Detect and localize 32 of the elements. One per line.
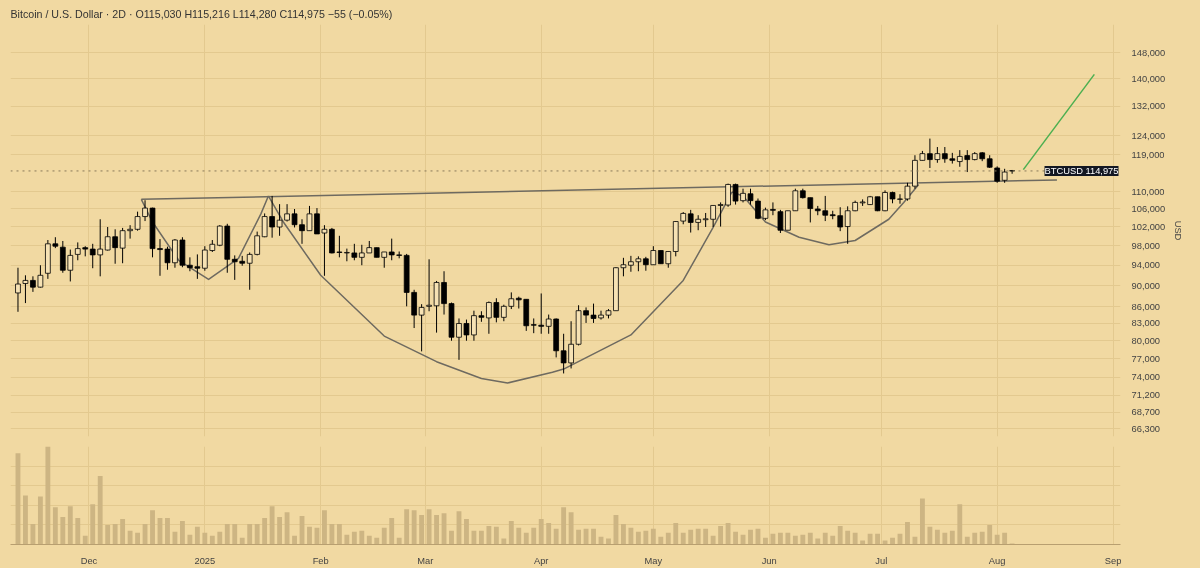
x-tick-label: 2025 bbox=[194, 555, 216, 566]
y-tick-label: 66,300 bbox=[1131, 423, 1161, 434]
y-axis-title: USD bbox=[1173, 220, 1184, 241]
y-tick-label: 80,000 bbox=[1131, 335, 1161, 346]
y-tick-label: 102,000 bbox=[1131, 222, 1166, 232]
y-tick-label: 68,700 bbox=[1131, 407, 1161, 418]
y-tick-label: 140,000 bbox=[1131, 73, 1166, 84]
x-tick-label: Apr bbox=[533, 555, 549, 566]
x-tick-label: Sep bbox=[1104, 555, 1122, 566]
y-tick-label: 119,000 bbox=[1131, 149, 1165, 160]
y-tick-label: 71,200 bbox=[1131, 390, 1161, 401]
x-tick-label: Mar bbox=[417, 555, 434, 566]
chart-title: Bitcoin / U.S. Dollar · 2D · O115,030 H115,216 L114,280 C114,975 −55 (−0.05%) bbox=[10, 7, 393, 20]
y-tick-label: 110,000 bbox=[1131, 186, 1165, 197]
y-tick-label: 90,000 bbox=[1131, 280, 1161, 291]
y-tick-label: 94,000 bbox=[1131, 260, 1161, 271]
x-tick-label: Feb bbox=[312, 555, 329, 566]
x-tick-label: Jun bbox=[761, 555, 777, 566]
y-tick-label: 86,000 bbox=[1131, 301, 1161, 312]
y-tick-label: 74,000 bbox=[1131, 372, 1161, 383]
y-tick-label: 132,000 bbox=[1131, 101, 1166, 112]
y-tick-label: 124,000 bbox=[1131, 130, 1166, 141]
y-tick-label: 98,000 bbox=[1131, 240, 1161, 251]
y-tick-label: 83,000 bbox=[1131, 318, 1161, 329]
ref-line-label: BTCUSD 114,975 bbox=[1044, 165, 1119, 176]
y-tick-label: 106,000 bbox=[1131, 203, 1166, 214]
y-tick-label: 148,000 bbox=[1131, 47, 1166, 58]
y-tick-label: 77,000 bbox=[1131, 353, 1161, 364]
x-tick-label: Dec bbox=[80, 555, 98, 566]
x-tick-label: Jul bbox=[875, 555, 888, 566]
x-tick-label: May bbox=[644, 555, 663, 566]
x-tick-label: Aug bbox=[988, 555, 1006, 566]
